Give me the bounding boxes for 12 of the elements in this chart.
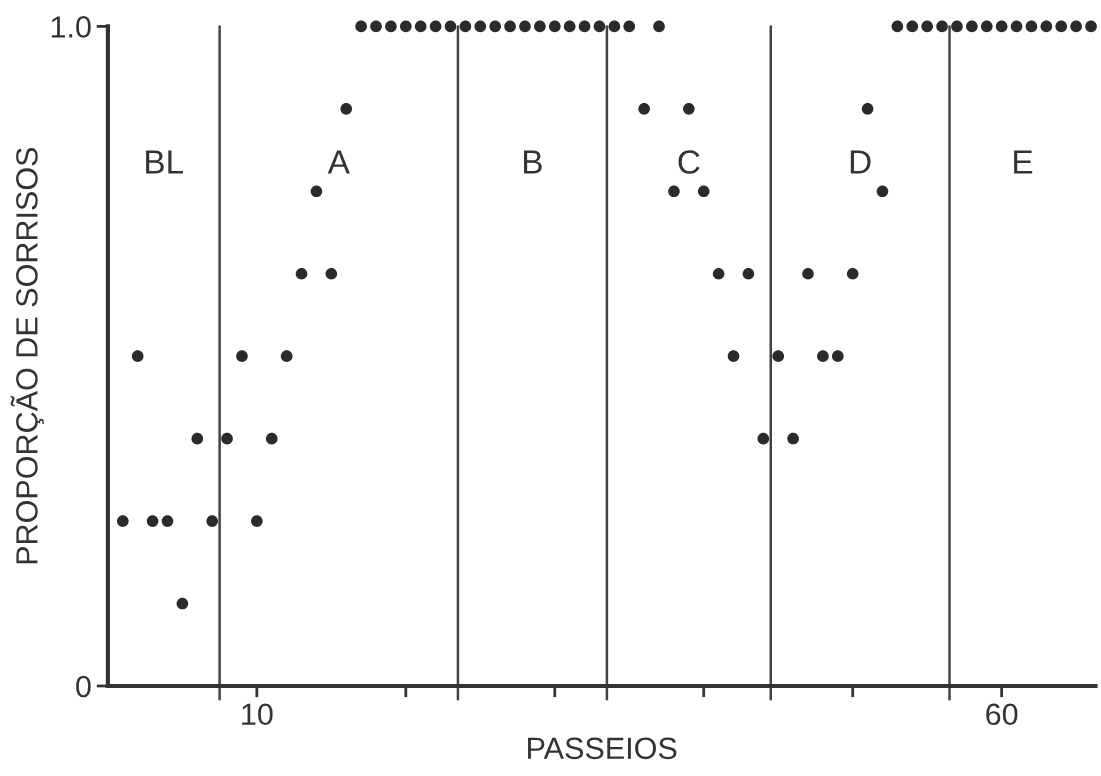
x-axis-title: PASSEIOS — [528, 737, 677, 760]
y-tick-label: 0 — [76, 675, 91, 698]
annotation: B — [524, 150, 542, 174]
y-axis-title: PROPORÇÃO DE SORRISOS — [10, 147, 44, 564]
y-tick-label: 1.0 — [51, 16, 91, 38]
annotation: C — [678, 150, 700, 174]
annotation: A — [327, 150, 350, 174]
annotation: E — [1014, 150, 1033, 174]
x-tick-label: 60 — [986, 703, 1018, 726]
annotation: BL — [146, 150, 184, 174]
x-tick-label: 10 — [242, 703, 273, 726]
annotation: D — [850, 150, 871, 174]
